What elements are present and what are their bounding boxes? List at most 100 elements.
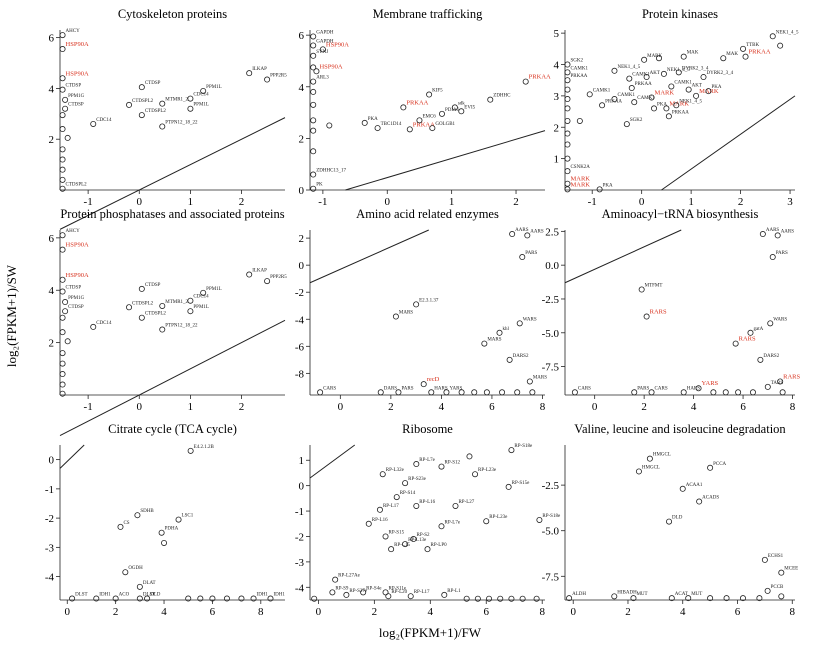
data-point bbox=[187, 105, 194, 112]
data-point bbox=[764, 587, 771, 594]
y-tick-label: 0 bbox=[49, 455, 55, 467]
data-point bbox=[463, 595, 470, 602]
data-point bbox=[685, 86, 692, 93]
point-label: PDIA6 bbox=[445, 108, 460, 113]
x-tick-label: 6 bbox=[740, 401, 746, 413]
data-point bbox=[673, 102, 680, 109]
x-tick-label: 2 bbox=[113, 606, 119, 618]
point-label: CARS bbox=[578, 386, 591, 391]
point-label: MTMR1_2 bbox=[165, 98, 188, 103]
data-point bbox=[319, 46, 326, 53]
x-tick-label: 2 bbox=[388, 401, 394, 413]
data-point bbox=[69, 595, 76, 602]
x-tick-label: 4 bbox=[691, 401, 697, 413]
point-label: PDHA bbox=[165, 527, 179, 532]
x-tick-label: 2 bbox=[372, 606, 378, 618]
point-label: RP-L32e bbox=[386, 468, 405, 473]
point-label: RP-S27e bbox=[349, 589, 368, 594]
data-point bbox=[310, 33, 317, 40]
data-point bbox=[59, 288, 66, 295]
data-point bbox=[365, 520, 372, 527]
point-label: RP-S2 bbox=[417, 533, 431, 538]
data-point bbox=[138, 84, 145, 91]
chart-panel-1: Cytoskeleton proteins -1 0 1 2 2 4 6 AHCY HSP90A H… bbox=[49, 7, 287, 230]
data-point bbox=[59, 371, 66, 378]
data-point bbox=[317, 389, 324, 396]
y-tick-label: 0 bbox=[299, 185, 305, 197]
point-label: EVI5 bbox=[464, 105, 475, 110]
point-label: PKA bbox=[368, 117, 378, 122]
point-label: CDC14 bbox=[193, 295, 209, 300]
y-tick-label: 2.5 bbox=[545, 226, 559, 238]
data-point bbox=[778, 593, 785, 600]
point-label: NEK1_4_5 bbox=[776, 30, 799, 35]
point-label: IDH1 bbox=[257, 593, 269, 598]
point-label: HSP90A bbox=[66, 70, 89, 77]
data-point bbox=[59, 314, 66, 321]
data-point bbox=[416, 117, 423, 124]
point-label: WARS bbox=[773, 317, 787, 322]
data-point bbox=[564, 105, 571, 112]
point-label: TARS bbox=[771, 381, 784, 386]
point-label: ARL3 bbox=[316, 76, 329, 81]
point-label: RP-L20 bbox=[391, 590, 407, 595]
point-label: ILKAP bbox=[252, 67, 267, 72]
y-tick-label: 1 bbox=[554, 154, 560, 166]
x-tick-label: 2 bbox=[641, 401, 647, 413]
point-label: RP-L16 bbox=[372, 518, 388, 523]
data-point bbox=[264, 76, 271, 83]
data-point bbox=[310, 42, 317, 49]
point-label: RP-S4e bbox=[366, 586, 382, 591]
point-label: PARS bbox=[637, 386, 649, 391]
y-tick-label: -8 bbox=[295, 368, 305, 380]
point-label: CARS bbox=[655, 386, 668, 391]
data-point bbox=[679, 485, 686, 492]
data-point bbox=[693, 92, 700, 99]
data-point bbox=[382, 533, 389, 540]
data-point bbox=[611, 67, 618, 74]
data-point bbox=[631, 389, 638, 396]
data-point bbox=[522, 78, 529, 85]
point-label: PPM1L bbox=[193, 305, 209, 310]
point-label: MARS bbox=[533, 375, 547, 380]
data-point bbox=[223, 595, 230, 602]
x-tick-label: 4 bbox=[428, 606, 434, 618]
data-point bbox=[663, 105, 670, 112]
data-point bbox=[474, 595, 481, 602]
y-tick-label: 6 bbox=[49, 33, 55, 45]
data-point bbox=[126, 101, 133, 108]
point-label: DLAT bbox=[143, 581, 156, 586]
data-point bbox=[62, 299, 69, 306]
point-label: PPM1L bbox=[193, 103, 209, 108]
point-label: RP-S15 bbox=[389, 530, 405, 535]
data-point bbox=[483, 518, 490, 525]
point-label: RP-L1 bbox=[447, 589, 461, 594]
data-point bbox=[93, 595, 100, 602]
point-label: sdk bbox=[458, 101, 465, 106]
point-label: PKA bbox=[711, 85, 721, 90]
x-tick-label: 8 bbox=[258, 606, 264, 618]
data-point bbox=[660, 70, 667, 77]
data-point bbox=[778, 569, 785, 576]
point-label: AHCY bbox=[66, 229, 81, 234]
data-point bbox=[740, 45, 747, 52]
point-label: MCEE bbox=[784, 567, 798, 572]
data-point bbox=[505, 483, 512, 490]
data-point bbox=[161, 539, 168, 546]
panel-title: Amino acid related enzymes bbox=[356, 207, 499, 221]
point-label: PRKAA bbox=[413, 121, 435, 128]
data-point bbox=[564, 186, 571, 193]
y-tick-label: -6 bbox=[295, 341, 305, 353]
x-tick-label: 4 bbox=[161, 606, 167, 618]
point-label: SGK2 bbox=[570, 59, 583, 64]
data-point bbox=[122, 569, 129, 576]
point-label: CTDSP bbox=[68, 305, 84, 310]
panel-title: Aminoacyl−tRNA biosynthesis bbox=[602, 207, 759, 221]
point-label: CTDSPL2 bbox=[132, 99, 154, 104]
panel-title: Protein kinases bbox=[642, 7, 718, 21]
point-label: RP-S11e bbox=[389, 586, 407, 591]
point-label: AKT bbox=[650, 71, 660, 76]
data-point bbox=[529, 389, 536, 396]
point-label: MTMR1_2 bbox=[165, 300, 188, 305]
y-tick-label: 6 bbox=[49, 233, 55, 245]
